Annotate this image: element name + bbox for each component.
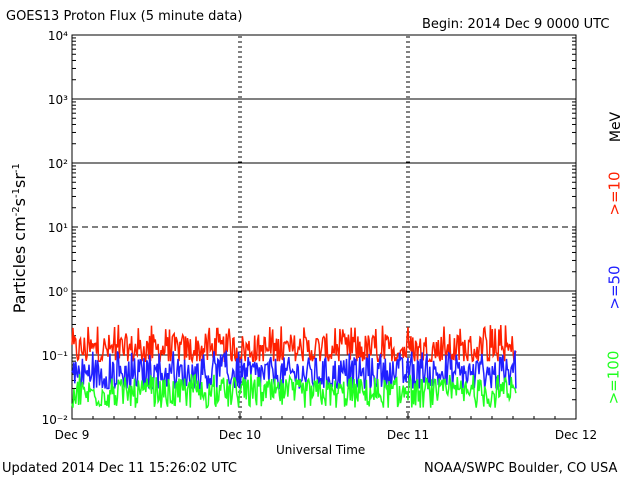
x-tick-label: Dec 12: [555, 428, 597, 442]
x-tick-label: Dec 11: [387, 428, 429, 442]
series-line-p10: [71, 324, 517, 364]
x-tick-label: Dec 9: [55, 428, 90, 442]
y-tick-label: 10⁻¹: [42, 349, 69, 363]
source-credit: NOAA/SWPC Boulder, CO USA: [424, 461, 618, 476]
x-tick-label: Dec 10: [219, 428, 261, 442]
legend-item-50: >=50: [605, 265, 624, 310]
legend-unit: MeV: [608, 111, 624, 143]
y-tick-label: 10⁴: [48, 29, 68, 43]
legend-item-100: >=100: [604, 350, 623, 405]
chart-title: GOES13 Proton Flux (5 minute data): [6, 9, 243, 24]
y-axis-label: Particles cm-2s-1sr-1: [10, 163, 30, 314]
y-tick-label: 10⁻²: [42, 413, 69, 427]
updated-timestamp: Updated 2014 Dec 11 15:26:02 UTC: [2, 461, 237, 476]
y-tick-label: 10⁰: [48, 285, 68, 299]
y-tick-label: 10¹: [48, 221, 68, 235]
legend-item-10: >=10: [605, 171, 624, 216]
x-axis-label: Universal Time: [276, 443, 366, 457]
y-tick-label: 10³: [48, 93, 68, 107]
series-line-p100: [71, 373, 517, 409]
y-tick-label: 10²: [48, 157, 68, 171]
begin-time: Begin: 2014 Dec 9 0000 UTC: [422, 17, 610, 32]
